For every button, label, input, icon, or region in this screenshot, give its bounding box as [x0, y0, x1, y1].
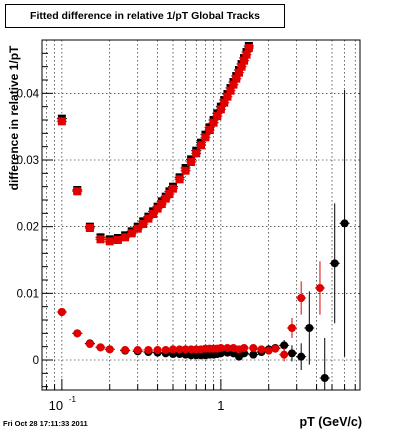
- chart-title: Fitted difference in relative 1/pT Globa…: [30, 10, 260, 22]
- circle-marker: [121, 346, 130, 354]
- square-marker: [187, 158, 196, 166]
- square-marker: [205, 126, 214, 134]
- y-axis-label: difference in relative 1/pT: [7, 45, 21, 190]
- y-tick-label: 0.03: [17, 155, 39, 167]
- circle-marker: [216, 344, 225, 352]
- circle-marker: [249, 344, 258, 352]
- circle-marker: [297, 352, 306, 361]
- circle-marker: [297, 294, 306, 302]
- data-layer: [56, 42, 350, 390]
- circle-marker: [105, 345, 114, 354]
- square-marker: [240, 56, 249, 65]
- square-marker: [153, 204, 162, 213]
- square-marker: [144, 214, 153, 223]
- circle-marker: [240, 344, 249, 352]
- circle-marker: [153, 346, 162, 354]
- axis-layer: 10 -1 100.010.020.030.04: [17, 39, 361, 413]
- square-marker: [192, 149, 201, 158]
- x-axis-label: pT (GeV/c): [299, 415, 362, 429]
- square-marker: [213, 112, 222, 120]
- circle-marker: [287, 349, 296, 358]
- square-marker: [149, 210, 158, 218]
- circle-marker: [315, 284, 324, 292]
- plot-frame: [41, 39, 361, 391]
- circle-marker: [330, 259, 339, 268]
- square-marker: [181, 166, 190, 175]
- square-marker: [161, 194, 170, 203]
- circle-marker: [57, 308, 66, 316]
- square-marker: [209, 118, 218, 127]
- circle-marker: [223, 344, 232, 352]
- y-tick-label: 0.01: [17, 288, 39, 300]
- grid-layer: [42, 40, 360, 390]
- y-tick-label: 0: [33, 355, 39, 367]
- circle-marker: [161, 346, 170, 354]
- circle-marker: [257, 345, 266, 354]
- square-marker: [234, 68, 243, 77]
- square-marker: [244, 44, 253, 52]
- circle-marker: [85, 340, 94, 348]
- square-marker: [57, 117, 66, 126]
- square-marker: [139, 220, 148, 228]
- square-marker: [121, 233, 130, 242]
- circle-marker: [133, 346, 142, 354]
- square-marker: [127, 229, 136, 238]
- y-tick-label: 0.04: [17, 88, 40, 100]
- circle-marker: [287, 324, 296, 332]
- square-marker: [169, 184, 178, 193]
- square-marker: [237, 62, 246, 71]
- square-marker: [216, 105, 225, 114]
- square-marker: [232, 74, 241, 83]
- square-marker: [157, 200, 166, 208]
- circle-marker: [96, 343, 105, 352]
- x-tick-label: 10: [49, 398, 63, 413]
- circle-marker: [320, 374, 329, 382]
- square-marker: [96, 235, 105, 244]
- circle-marker: [181, 345, 190, 354]
- circle-marker: [169, 345, 178, 354]
- circle-marker: [340, 219, 349, 228]
- square-marker: [201, 133, 210, 142]
- square-marker: [105, 237, 114, 246]
- circle-marker: [249, 350, 258, 359]
- square-marker: [165, 190, 174, 198]
- square-marker: [242, 50, 251, 59]
- x-tick-label: 1: [217, 398, 224, 413]
- square-marker: [175, 175, 184, 184]
- circle-marker: [305, 324, 314, 332]
- square-marker: [73, 187, 82, 196]
- y-tick-label: 0.02: [17, 222, 39, 234]
- square-marker: [197, 141, 205, 150]
- square-marker: [220, 98, 229, 107]
- square-marker: [223, 92, 232, 101]
- circle-marker: [271, 344, 280, 353]
- circle-marker: [175, 345, 184, 354]
- circle-marker: [280, 341, 289, 350]
- timestamp-label: Fri Oct 28 17:11:33 2011: [3, 419, 88, 428]
- square-marker: [226, 86, 235, 95]
- x-tick-label-exponent: -1: [69, 395, 77, 404]
- circle-marker: [73, 329, 82, 338]
- square-marker: [133, 224, 142, 233]
- square-marker: [113, 236, 122, 244]
- square-marker: [229, 80, 238, 89]
- chart-title-box: Fitted difference in relative 1/pT Globa…: [5, 4, 285, 28]
- circle-marker: [280, 350, 289, 359]
- square-marker: [85, 224, 94, 232]
- circle-marker: [144, 346, 153, 354]
